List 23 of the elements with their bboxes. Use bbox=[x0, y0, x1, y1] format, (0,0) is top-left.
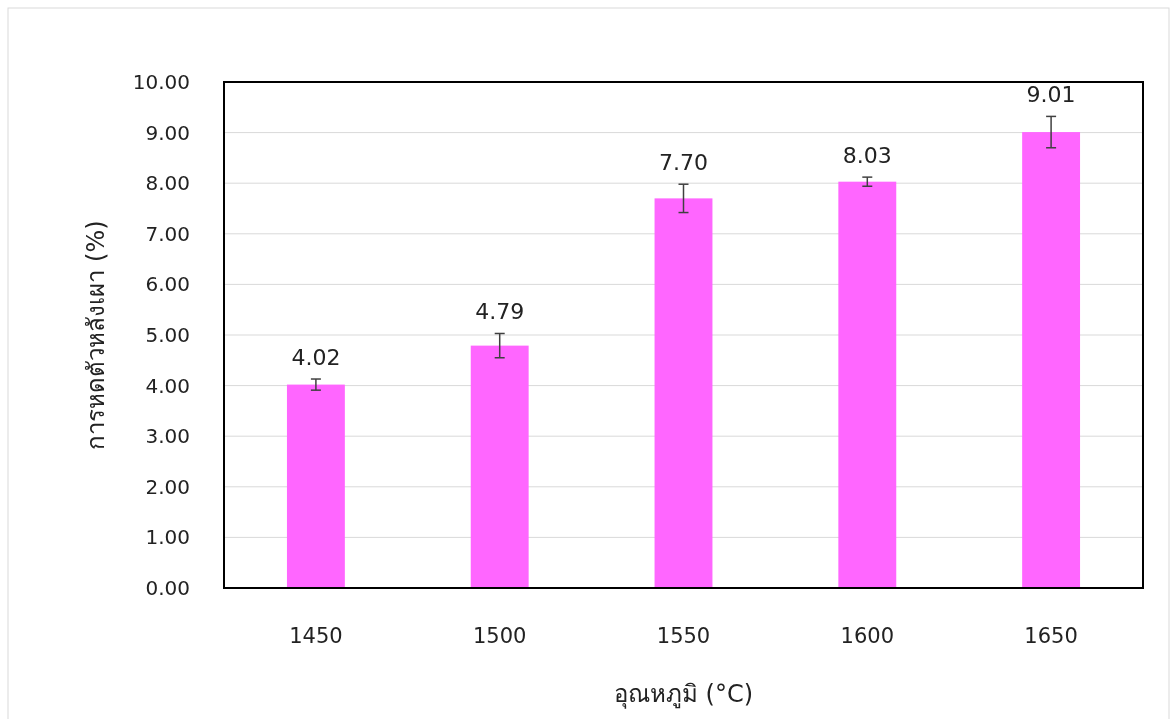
y-tick-label: 5.00 bbox=[145, 323, 190, 347]
x-tick-label: 1600 bbox=[840, 624, 895, 648]
y-tick-label: 7.00 bbox=[145, 221, 190, 246]
y-tick-label: 1.00 bbox=[145, 525, 190, 550]
data-label: 4.02 bbox=[291, 345, 341, 371]
x-axis-title: อุณหภูมิ (°C) bbox=[613, 680, 754, 709]
x-tick-label: 1650 bbox=[1024, 624, 1078, 648]
y-tick-label: 3.00 bbox=[145, 424, 190, 449]
data-label: 7.70 bbox=[659, 150, 708, 176]
data-label: 8.03 bbox=[842, 143, 892, 169]
y-tick-label: 0.00 bbox=[145, 576, 190, 600]
y-tick-label: 4.00 bbox=[145, 373, 190, 398]
y-tick-label: 6.00 bbox=[145, 272, 190, 297]
x-tick-label: 1500 bbox=[472, 624, 527, 648]
y-tick-label: 10.00 bbox=[132, 70, 190, 94]
y-tick-label: 2.00 bbox=[145, 474, 190, 499]
x-tick-label: 1550 bbox=[656, 624, 711, 648]
y-axis-title: การหดตัวหลังเผา (%) bbox=[82, 220, 110, 450]
y-tick-label: 9.00 bbox=[145, 120, 190, 145]
y-tick-label: 8.00 bbox=[145, 171, 190, 196]
data-label: 9.01 bbox=[1026, 82, 1076, 108]
x-tick-label: 1450 bbox=[289, 624, 343, 648]
data-label: 4.79 bbox=[475, 299, 525, 325]
